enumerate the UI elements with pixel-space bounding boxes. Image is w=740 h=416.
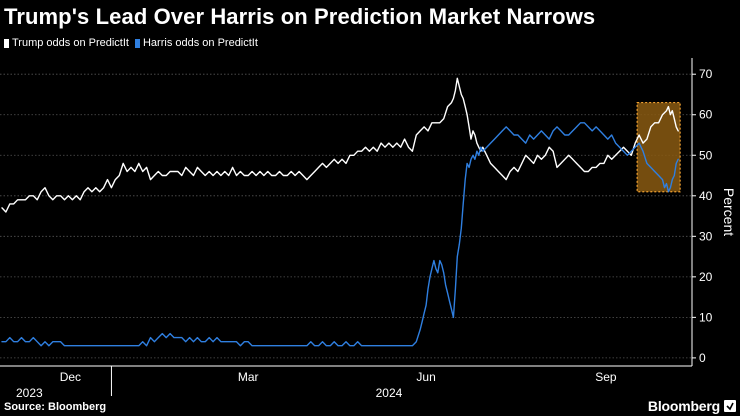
legend-item-trump: Trump odds on PredictIt — [4, 37, 129, 49]
y-tick-label-30: 30 — [699, 229, 713, 243]
y-tick-label-10: 10 — [699, 310, 713, 324]
bloomberg-logo-text: Bloomberg — [647, 398, 720, 414]
trump-swatch — [4, 38, 9, 48]
year-label-2023: 2023 — [16, 386, 43, 400]
y-tick-label-50: 50 — [699, 148, 713, 162]
x-tick-label-sep: Sep — [595, 370, 617, 384]
y-axis-title: Percent — [721, 188, 737, 236]
trump-line — [1, 77, 679, 213]
x-tick-label-dec: Dec — [60, 370, 81, 384]
y-tick-label-0: 0 — [699, 351, 706, 365]
y-tick-label-40: 40 — [699, 189, 713, 203]
x-tick-label-mar: Mar — [238, 370, 259, 384]
legend-label-trump: Trump odds on PredictIt — [12, 37, 129, 49]
y-tick-label-60: 60 — [699, 108, 713, 122]
y-tick-label-20: 20 — [699, 270, 713, 284]
axes: 0 10 20 30 40 50 60 70 Percent Dec Mar Jun Sep 2023 20… — [0, 58, 737, 400]
gridlines — [0, 73, 692, 359]
chart-title: Trump's Lead Over Harris on Prediction M… — [4, 4, 596, 29]
y-tick-label-70: 70 — [699, 67, 713, 81]
series-lines — [1, 77, 679, 347]
source-note: Source: Bloomberg — [4, 401, 107, 413]
bloomberg-logo-icon — [724, 400, 736, 412]
year-label-2024: 2024 — [376, 386, 403, 400]
x-tick-label-jun: Jun — [416, 370, 435, 384]
harris-swatch — [134, 38, 140, 48]
legend-item-harris: Harris odds on PredictIt — [134, 37, 258, 49]
legend-label-harris: Harris odds on PredictIt — [142, 37, 258, 49]
legend: Trump odds on PredictIt Harris odds on P… — [4, 37, 260, 49]
harris-line — [1, 122, 679, 347]
